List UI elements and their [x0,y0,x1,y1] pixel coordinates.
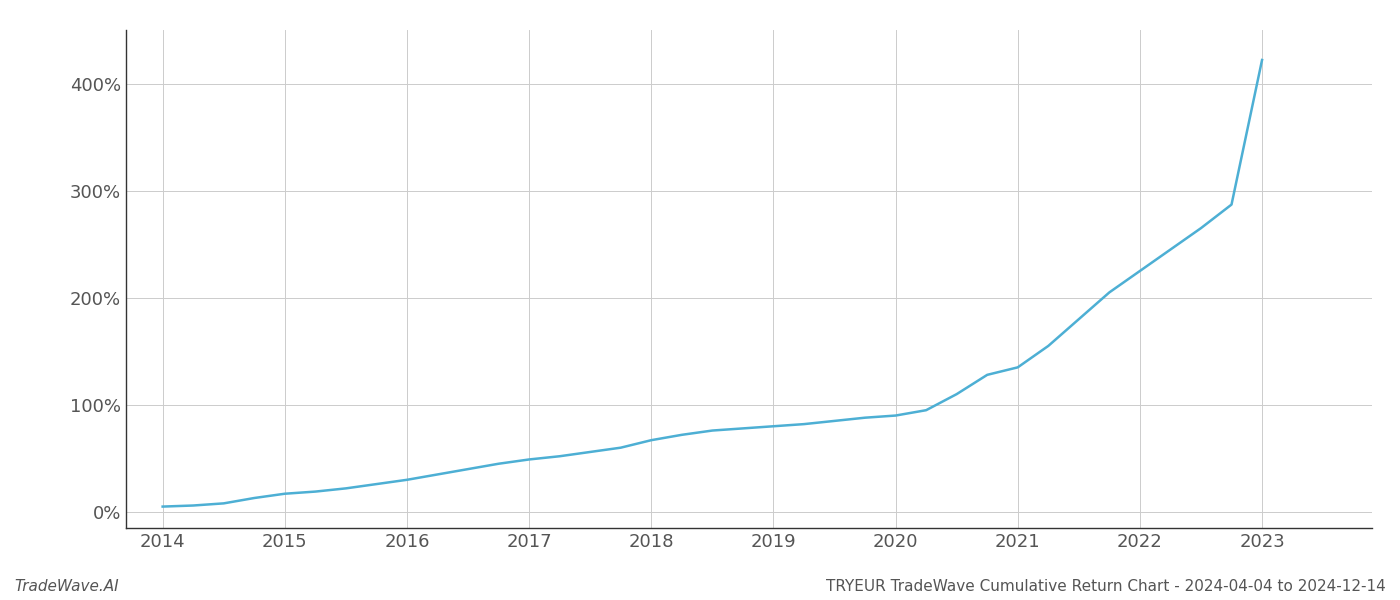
Text: TRYEUR TradeWave Cumulative Return Chart - 2024-04-04 to 2024-12-14: TRYEUR TradeWave Cumulative Return Chart… [826,579,1386,594]
Text: TradeWave.AI: TradeWave.AI [14,579,119,594]
